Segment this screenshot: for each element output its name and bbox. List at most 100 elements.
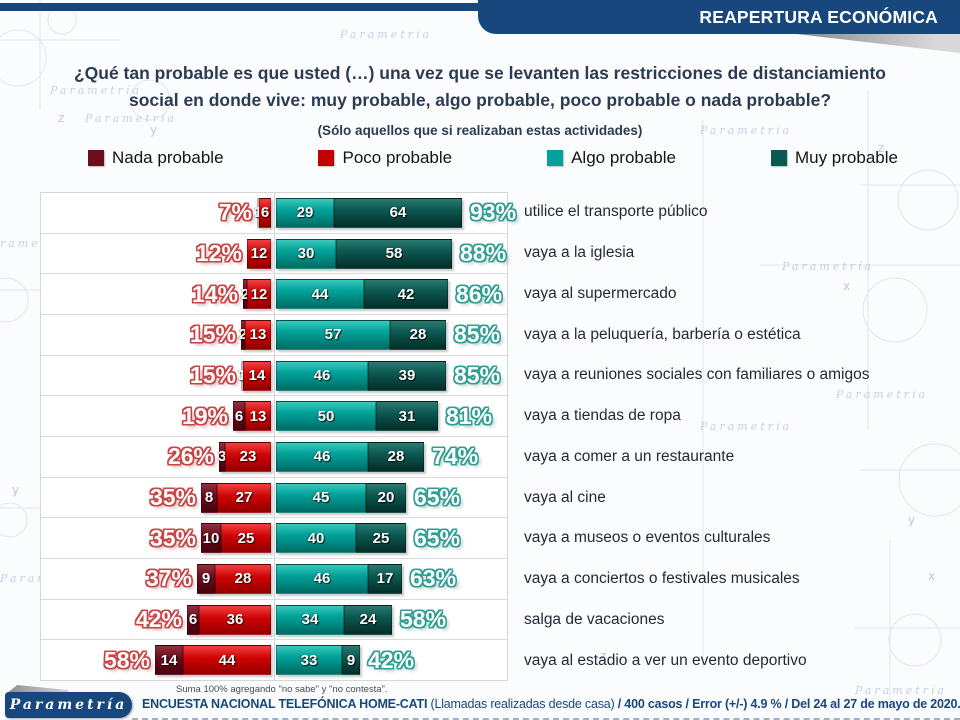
chart-row: 26% 3 23 46 28 74% xyxy=(41,437,507,478)
legend-label: Nada probable xyxy=(112,148,224,167)
activity-label: vaya al cine xyxy=(524,488,606,506)
bar-segment-value: 46 xyxy=(313,448,331,466)
activity-label: vaya a tiendas de ropa xyxy=(524,407,681,425)
bar-segment-nada: 6 xyxy=(233,401,245,432)
footer-methodology: ENCUESTA NACIONAL TELEFÓNICA HOME-CATI (… xyxy=(142,697,960,711)
bar-segment-algo: 30 xyxy=(276,238,336,269)
svg-text:y: y xyxy=(12,483,19,497)
bar-segment-nada: 1 xyxy=(238,360,246,391)
bar-segment-value: 13 xyxy=(249,326,267,344)
bar-segment-value: 12 xyxy=(250,285,268,303)
bar-segment-muy: 20 xyxy=(366,482,406,513)
title-block: ¿Qué tan probable es que usted (…) una v… xyxy=(58,60,902,138)
legend-swatch-poco xyxy=(318,150,335,166)
right-total-label: 88% xyxy=(460,240,507,266)
chart-row: 12% 12 30 58 88% xyxy=(41,234,507,275)
bar-segment-value: 17 xyxy=(376,570,394,588)
legend-label: Algo probable xyxy=(571,148,676,167)
chart-row: 19% 6 13 50 31 81% xyxy=(41,396,507,438)
bar-segment-value: 45 xyxy=(312,489,330,507)
logo-fold-decoration xyxy=(6,685,68,694)
left-total-label: 14% xyxy=(191,280,238,307)
bar-segment-value: 10 xyxy=(202,529,220,547)
bar-segment-algo: 33 xyxy=(276,645,342,676)
bar-segment-muy: 39 xyxy=(368,360,446,391)
bar-segment-value: 14 xyxy=(248,367,266,385)
legend-item-algo: Algo probable xyxy=(547,148,676,168)
bar-segment-muy: 64 xyxy=(334,197,462,228)
bar-segment-algo: 57 xyxy=(276,319,390,350)
bar-segment-poco: 13 xyxy=(245,319,271,350)
bar-segment-poco: 25 xyxy=(221,523,271,554)
bar-segment-value: 33 xyxy=(300,651,318,669)
legend-swatch-muy xyxy=(770,150,787,166)
bar-segment-value: 27 xyxy=(235,489,253,507)
activity-label: vaya al estadio a ver un evento deportiv… xyxy=(524,651,807,669)
activity-label: vaya a museos o eventos culturales xyxy=(524,529,771,547)
bar-segment-muy: 28 xyxy=(390,319,446,350)
parametria-logo: Parametría xyxy=(5,692,132,718)
bar-segment-poco: 28 xyxy=(215,563,271,594)
bar-segment-muy: 58 xyxy=(336,238,452,269)
bar-segment-algo: 46 xyxy=(276,563,368,594)
bar-segment-poco: 13 xyxy=(245,401,271,432)
left-total-label: 26% xyxy=(167,443,214,470)
bar-segment-nada: 14 xyxy=(155,645,183,676)
bar-segment-value: 25 xyxy=(372,529,390,547)
bar-segment-muy: 9 xyxy=(342,645,360,676)
activity-label: salga de vacaciones xyxy=(524,610,665,628)
survey-filter-note: (Sólo aquellos que si realizaban estas a… xyxy=(317,123,643,139)
bar-segment-value: 25 xyxy=(237,529,255,547)
left-total-label: 58% xyxy=(103,646,150,673)
legend-swatch-nada xyxy=(88,150,104,166)
bar-segment-value: 44 xyxy=(311,285,329,303)
left-total-label: 7% xyxy=(218,199,252,226)
chart-row: 14% 2 12 44 42 86% xyxy=(41,274,507,316)
survey-question: ¿Qué tan probable es que usted (…) una v… xyxy=(73,63,887,111)
bar-segment-value: 13 xyxy=(249,407,267,425)
bar-segment-poco: 14 xyxy=(243,360,271,391)
bar-segment-value: 36 xyxy=(226,611,244,629)
activity-label: utilice el transporte público xyxy=(524,203,708,221)
bar-segment-value: 3 xyxy=(217,448,227,466)
chart-row: 15% 2 13 57 28 85% xyxy=(41,315,507,356)
bottom-edge-decoration xyxy=(132,718,960,720)
bar-segment-value: 24 xyxy=(359,611,377,629)
footer-survey-mode: (Llamadas realizadas desde casa) xyxy=(430,697,615,711)
bar-segment-muy: 42 xyxy=(364,279,448,310)
bar-segment-value: 28 xyxy=(234,570,252,588)
bar-segment-muy: 17 xyxy=(368,563,402,594)
bar-segment-value: 58 xyxy=(385,245,403,262)
bar-segment-muy: 25 xyxy=(356,523,406,554)
footer-survey-details: / 400 casos / Error (+/-) 4.9 % / Del 24… xyxy=(617,697,960,711)
right-total-label: 65% xyxy=(414,524,461,551)
activity-label: vaya a conciertos o festivales musicales xyxy=(524,570,800,588)
right-total-label: 86% xyxy=(456,280,503,307)
activity-label: vaya al supermercado xyxy=(524,284,677,302)
right-total-label: 63% xyxy=(410,565,457,592)
activity-label: vaya a comer a un restaurante xyxy=(524,447,735,465)
legend-item-muy: Muy probable xyxy=(770,148,898,168)
bar-segment-nada: 1 xyxy=(254,197,262,228)
bar-segment-value: 2 xyxy=(240,285,250,303)
bar-segment-value: 44 xyxy=(218,651,236,669)
bar-segment-poco: 27 xyxy=(217,482,271,513)
bar-segment-poco: 23 xyxy=(225,441,271,472)
right-total-label: 85% xyxy=(454,321,501,348)
bar-segment-nada: 10 xyxy=(201,523,221,554)
right-total-label: 58% xyxy=(400,606,447,633)
bar-segment-muy: 28 xyxy=(368,441,424,472)
left-total-label: 15% xyxy=(189,362,236,389)
chart-row: 35% 8 27 45 20 65% xyxy=(41,478,507,519)
bar-segment-nada: 2 xyxy=(239,319,247,350)
bar-segment-value: 9 xyxy=(346,651,356,669)
header-band: REAPERTURA ECONÓMICA xyxy=(478,0,960,34)
bar-segment-value: 23 xyxy=(239,448,257,466)
right-total-label: 85% xyxy=(454,362,501,389)
header-fold-decoration xyxy=(788,33,960,53)
bar-segment-muy: 31 xyxy=(376,401,438,432)
legend-item-poco: Poco probable xyxy=(318,148,452,168)
bar-segment-value: 14 xyxy=(160,651,178,669)
bar-segment-poco: 12 xyxy=(247,279,271,310)
